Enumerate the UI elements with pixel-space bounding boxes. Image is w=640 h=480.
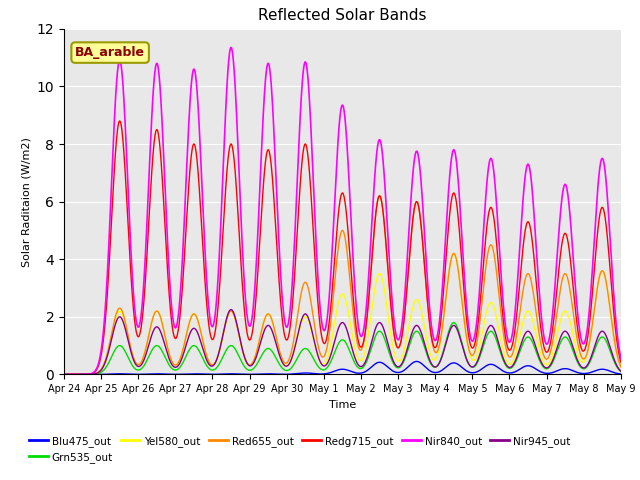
Nir840_out — [540, 335, 548, 341]
Nir840_out — [120, 87, 127, 93]
Line: Redg715_out: Redg715_out — [64, 121, 640, 374]
Redg715_out — [60, 372, 68, 377]
Nir945_out — [540, 364, 548, 370]
Blu475_out — [248, 372, 255, 377]
Line: Grn535_out: Grn535_out — [64, 323, 640, 374]
Y-axis label: Solar Raditaion (W/m2): Solar Raditaion (W/m2) — [21, 137, 31, 266]
Red655_out — [397, 338, 405, 344]
Nir840_out — [248, 317, 255, 323]
Nir945_out — [227, 307, 235, 312]
Red655_out — [574, 340, 582, 346]
Nir945_out — [397, 362, 405, 368]
Nir840_out — [397, 328, 405, 334]
Redg715_out — [116, 118, 124, 124]
X-axis label: Time: Time — [329, 400, 356, 409]
Red655_out — [120, 312, 127, 317]
Line: Blu475_out: Blu475_out — [64, 361, 640, 374]
Legend: Blu475_out, Grn535_out, Yel580_out, Red655_out, Redg715_out, Nir840_out, Nir945_: Blu475_out, Grn535_out, Yel580_out, Red6… — [25, 432, 575, 467]
Grn535_out — [397, 363, 404, 369]
Blu475_out — [574, 370, 582, 375]
Text: BA_arable: BA_arable — [75, 46, 145, 59]
Blu475_out — [413, 359, 420, 364]
Yel580_out — [120, 314, 127, 320]
Line: Yel580_out: Yel580_out — [64, 253, 640, 374]
Redg715_out — [248, 333, 255, 338]
Grn535_out — [60, 372, 68, 377]
Nir945_out — [60, 372, 68, 377]
Nir945_out — [574, 358, 582, 364]
Redg715_out — [120, 145, 127, 151]
Line: Nir945_out: Nir945_out — [64, 310, 640, 374]
Grn535_out — [450, 320, 458, 325]
Redg715_out — [540, 345, 548, 350]
Yel580_out — [574, 351, 582, 357]
Redg715_out — [574, 327, 582, 333]
Yel580_out — [60, 372, 68, 377]
Yel580_out — [540, 360, 548, 366]
Blu475_out — [60, 372, 68, 377]
Red655_out — [540, 354, 548, 360]
Nir945_out — [248, 362, 255, 368]
Red655_out — [376, 193, 383, 199]
Grn535_out — [574, 360, 582, 365]
Yel580_out — [450, 251, 458, 256]
Line: Nir840_out: Nir840_out — [64, 48, 640, 374]
Line: Red655_out: Red655_out — [64, 196, 640, 374]
Yel580_out — [397, 357, 404, 362]
Grn535_out — [120, 346, 127, 351]
Redg715_out — [397, 338, 405, 344]
Nir840_out — [574, 312, 582, 317]
Yel580_out — [248, 361, 255, 367]
Blu475_out — [397, 369, 404, 375]
Nir840_out — [60, 372, 68, 377]
Grn535_out — [540, 365, 548, 371]
Nir945_out — [120, 319, 127, 325]
Red655_out — [60, 372, 68, 377]
Grn535_out — [248, 367, 255, 373]
Blu475_out — [120, 371, 127, 377]
Title: Reflected Solar Bands: Reflected Solar Bands — [258, 9, 427, 24]
Nir840_out — [227, 45, 235, 50]
Red655_out — [248, 361, 255, 367]
Blu475_out — [540, 370, 548, 376]
